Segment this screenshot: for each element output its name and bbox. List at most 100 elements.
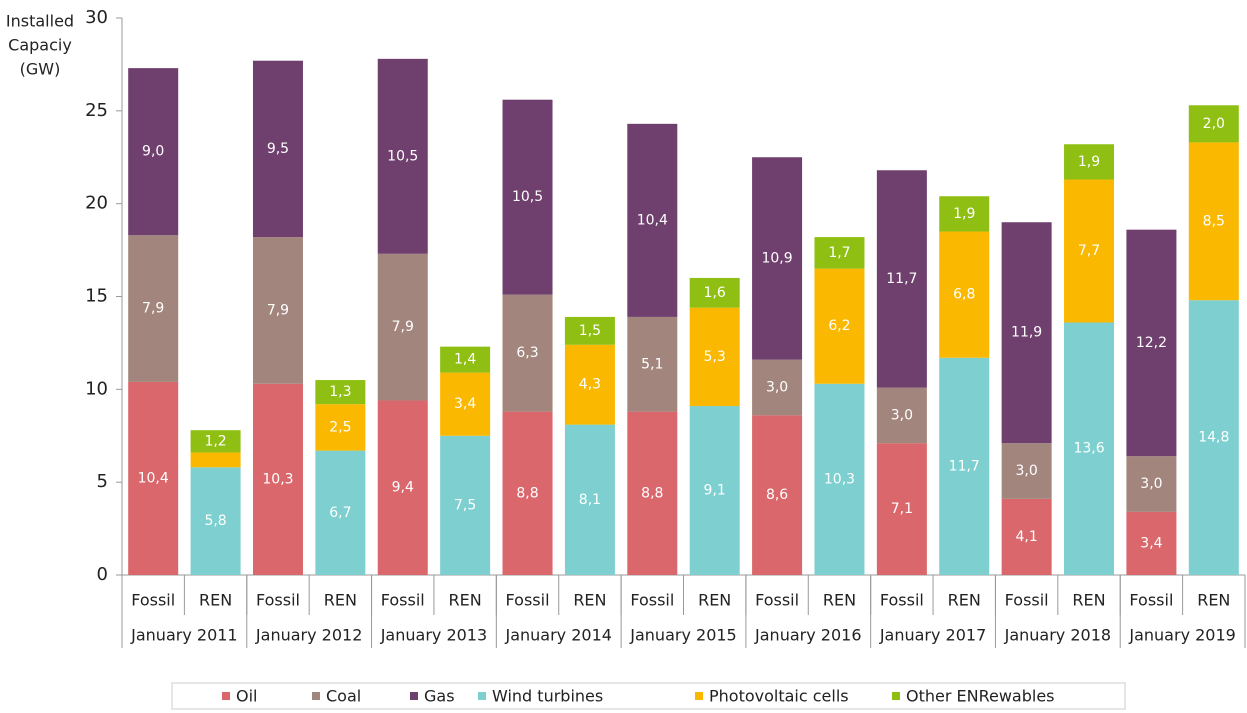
bar-segment: [377, 400, 428, 575]
value-label: 3,0: [1140, 476, 1162, 492]
value-label: 7,9: [392, 319, 414, 335]
bar-segment: [814, 237, 865, 269]
value-label: 3,4: [1140, 535, 1162, 551]
group-label: January 2012: [255, 626, 362, 645]
value-label: 10,5: [512, 189, 543, 205]
value-label: 4,1: [1016, 529, 1038, 545]
bar-segment: [502, 411, 553, 575]
group-label: January 2019: [1128, 626, 1235, 645]
value-label: 5,1: [641, 356, 663, 372]
value-label: 8,1: [579, 492, 601, 508]
bar-segment: [440, 346, 491, 373]
bar-segment: [252, 383, 303, 575]
x-tick-label: Fossil: [131, 591, 175, 610]
value-label: 13,6: [1073, 441, 1104, 457]
legend-label: Oil: [236, 687, 257, 706]
bar-segment: [377, 58, 428, 254]
bar-segment: [689, 277, 740, 308]
value-label: 1,9: [953, 206, 975, 222]
value-label: 4,3: [579, 377, 601, 393]
value-label: 7,9: [267, 302, 289, 318]
x-tick-label: REN: [698, 591, 731, 610]
bar-segment: [876, 443, 927, 575]
value-label: 7,5: [454, 497, 476, 513]
bar-segment: [752, 157, 803, 360]
x-tick-label: REN: [573, 591, 606, 610]
bar-segment: [1064, 179, 1115, 323]
x-tick-label: REN: [324, 591, 357, 610]
y-tick-label: 10: [85, 378, 108, 399]
value-label: 10,3: [262, 471, 293, 487]
y-axis-label: Installed: [6, 12, 74, 31]
value-label: 12,2: [1136, 335, 1167, 351]
bar-segment: [190, 452, 241, 468]
value-label: 8,8: [641, 485, 663, 501]
value-label: 2,5: [329, 419, 351, 435]
bar-segment: [252, 60, 303, 238]
bar-segment: [128, 235, 179, 382]
value-label: 14,8: [1198, 430, 1229, 446]
value-label: 11,7: [886, 271, 917, 287]
bar-segment: [128, 68, 179, 236]
group-label: January 2015: [629, 626, 736, 645]
bar-segment: [876, 170, 927, 388]
x-tick-label: REN: [449, 591, 482, 610]
bar-segment: [627, 123, 678, 317]
bar-segment: [1064, 322, 1115, 575]
value-label: 1,7: [828, 245, 850, 261]
bar-segment: [1188, 142, 1239, 301]
value-label: 3,0: [766, 379, 788, 395]
value-label: 5,8: [204, 513, 226, 529]
value-label: 3,0: [891, 407, 913, 423]
value-label: 6,3: [516, 345, 538, 361]
bar-segment: [128, 381, 179, 575]
x-tick-label: REN: [199, 591, 232, 610]
legend-swatch: [312, 692, 320, 700]
bar-segment: [627, 411, 678, 575]
bar-segment: [876, 387, 927, 444]
bar-segment: [1064, 144, 1115, 180]
bar-segment: [689, 406, 740, 575]
y-tick-label: 20: [85, 193, 108, 214]
value-label: 11,9: [1011, 325, 1042, 341]
value-label: 3,0: [1016, 463, 1038, 479]
bar-segment: [1126, 229, 1177, 457]
x-tick-label: REN: [1197, 591, 1230, 610]
legend-swatch: [695, 692, 703, 700]
legend-label: Coal: [326, 687, 361, 706]
value-label: 11,7: [949, 458, 980, 474]
group-label: January 2014: [504, 626, 611, 645]
x-tick-label: Fossil: [256, 591, 300, 610]
y-axis-label: Capaciy: [8, 36, 72, 55]
x-tick-label: Fossil: [506, 591, 550, 610]
value-label: 10,3: [824, 471, 855, 487]
legend-swatch: [410, 692, 418, 700]
group-label: January 2013: [380, 626, 487, 645]
group-label: January 2017: [879, 626, 986, 645]
value-label: 10,4: [637, 212, 668, 228]
legend-box: [171, 682, 1126, 710]
legend-swatch: [478, 692, 486, 700]
value-label: 1,4: [454, 352, 476, 368]
bar-segment: [315, 404, 366, 451]
bar-segment: [564, 316, 615, 345]
legend-swatch: [222, 692, 230, 700]
group-label: January 2016: [754, 626, 861, 645]
bar-segment: [190, 430, 241, 453]
bar-segment: [564, 424, 615, 575]
value-label: 9,4: [392, 480, 414, 496]
bar-segment: [502, 99, 553, 295]
value-label: 6,7: [329, 505, 351, 521]
value-label: 9,1: [704, 483, 726, 499]
legend-label: Other ENRewables: [906, 687, 1055, 706]
bar-segment: [1126, 511, 1177, 575]
x-tick-label: Fossil: [880, 591, 924, 610]
value-label: 10,5: [387, 148, 418, 164]
bar-segment: [502, 294, 553, 412]
bar-segment: [315, 450, 366, 575]
bar-segment: [814, 268, 865, 384]
bar-segment: [190, 467, 241, 575]
value-label: 5,3: [704, 349, 726, 365]
x-tick-label: REN: [823, 591, 856, 610]
bar-segment: [1188, 300, 1239, 575]
